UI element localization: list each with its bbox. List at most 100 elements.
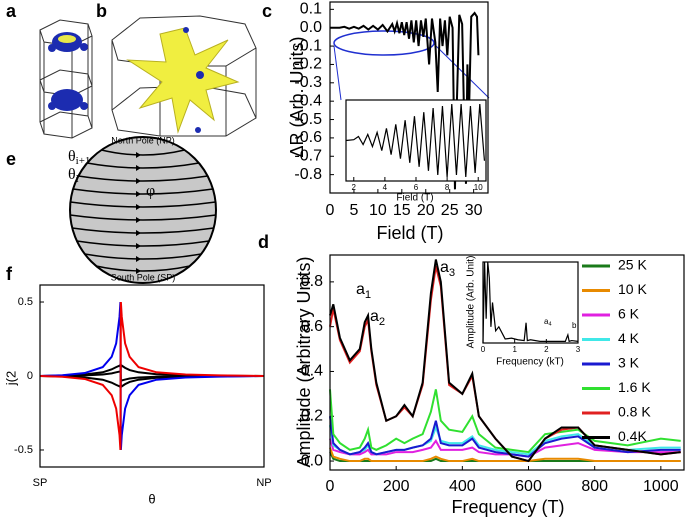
latitude-line bbox=[72, 188, 214, 195]
flow-arrow bbox=[136, 217, 141, 223]
plot-frame bbox=[482, 261, 579, 344]
peak-label: a2 bbox=[370, 308, 385, 328]
subscript: i bbox=[76, 173, 79, 185]
plot-frame bbox=[329, 1, 489, 194]
subscript: 1 bbox=[365, 289, 371, 301]
zoom-ellipse bbox=[333, 30, 435, 56]
legend-label: 6 K bbox=[618, 306, 640, 322]
flow-arrow bbox=[136, 243, 141, 249]
x-tick-label: SP bbox=[33, 477, 48, 489]
x-tick-label: 10 bbox=[369, 202, 387, 219]
latitude-line bbox=[78, 175, 208, 182]
sphere-diagram bbox=[69, 136, 217, 284]
latitude-line bbox=[101, 149, 185, 156]
subscript: 2 bbox=[379, 316, 385, 328]
y-tick-label: 0.5 bbox=[18, 296, 33, 308]
data-line bbox=[329, 438, 681, 458]
x-tick-label: 30 bbox=[465, 202, 483, 219]
data-line bbox=[329, 259, 681, 463]
plot-frame bbox=[39, 284, 265, 468]
flow-arrow bbox=[136, 256, 141, 262]
x-tick-label: 800 bbox=[581, 478, 608, 495]
y-tick-label: -0.7 bbox=[294, 147, 322, 164]
south-label: South Pole (SP) bbox=[111, 272, 176, 282]
latitude-line bbox=[70, 214, 216, 221]
x-tick-label: 3 bbox=[576, 345, 581, 354]
subscript: 3 bbox=[449, 267, 455, 279]
x-axis-title: Field (T) bbox=[377, 223, 444, 243]
theta-label: θi bbox=[68, 166, 79, 185]
y-tick-label: -0.4 bbox=[294, 92, 322, 109]
legend-label: 0.4K bbox=[618, 428, 647, 444]
latitude-line bbox=[87, 162, 199, 169]
theta-label: θi+1 bbox=[68, 148, 90, 167]
y-tick-label: 0.2 bbox=[301, 407, 323, 424]
theta: θ bbox=[68, 148, 76, 165]
data-line bbox=[329, 416, 681, 458]
x-tick-label: 10 bbox=[474, 183, 483, 192]
y-axis-title: j(2 bbox=[3, 371, 18, 386]
y-tick-label: -0.3 bbox=[294, 74, 322, 91]
data-line bbox=[329, 389, 681, 454]
latitude-line bbox=[76, 240, 210, 247]
flow-arrow bbox=[136, 191, 141, 197]
x-axis-title: θ bbox=[148, 491, 155, 506]
peak-label: a1 bbox=[356, 281, 371, 301]
y-axis-title: Amplitude (Arb. Unit) bbox=[466, 256, 477, 349]
x-tick-label: 0 bbox=[481, 345, 486, 354]
x-tick-label: 600 bbox=[515, 478, 542, 495]
y-tick-label: -0.5 bbox=[294, 111, 322, 128]
y-tick-label: -0.5 bbox=[14, 444, 33, 456]
panel-label: a bbox=[6, 1, 17, 21]
x-tick-label: 8 bbox=[445, 183, 450, 192]
data-line bbox=[329, 451, 681, 463]
peak-label: a4 bbox=[544, 317, 552, 328]
y-tick-label: -0.6 bbox=[294, 129, 322, 146]
x-tick-label: 0 bbox=[326, 478, 335, 495]
inset-background bbox=[483, 262, 578, 343]
inset-background bbox=[346, 100, 486, 181]
y-tick-label: -0.1 bbox=[294, 37, 322, 54]
flow-arrow bbox=[136, 152, 141, 158]
phi-label: φ bbox=[146, 183, 155, 200]
x-tick-label: 20 bbox=[417, 202, 435, 219]
data-line bbox=[39, 301, 265, 451]
data-line bbox=[482, 261, 579, 344]
plot-frame bbox=[345, 99, 487, 182]
latitude-line bbox=[70, 201, 216, 208]
flow-arrow bbox=[136, 230, 141, 236]
peak-label: b bbox=[572, 321, 577, 330]
legend-label: 3 K bbox=[618, 355, 640, 371]
x-tick-label: 0 bbox=[326, 202, 335, 219]
latitude-line bbox=[84, 253, 202, 260]
sphere bbox=[69, 136, 217, 284]
x-tick-label: 4 bbox=[383, 183, 388, 192]
y-tick-label: -0.8 bbox=[294, 166, 322, 183]
x-tick-label: 5 bbox=[349, 202, 358, 219]
legend-label: 4 K bbox=[618, 330, 640, 346]
legend-label: 1.6 K bbox=[618, 379, 651, 395]
legend-label: 0.8 K bbox=[618, 404, 651, 420]
zoom-line bbox=[433, 43, 490, 99]
theta: θ bbox=[68, 166, 76, 183]
y-tick-label: 0.6 bbox=[301, 318, 323, 335]
y-tick-label: 0.4 bbox=[301, 363, 323, 380]
latitude-line bbox=[72, 227, 214, 234]
x-tick-label: 2 bbox=[544, 345, 549, 354]
y-axis-title: ΔR (Arb. Units) bbox=[287, 36, 307, 157]
data-line bbox=[345, 104, 486, 177]
x-axis-title: Frequency (T) bbox=[451, 497, 564, 517]
data-line bbox=[329, 447, 681, 463]
fermi-surface-a bbox=[39, 19, 93, 139]
x-tick-label: 15 bbox=[393, 202, 411, 219]
flow-arrow bbox=[136, 165, 141, 171]
subscript: i+1 bbox=[76, 155, 91, 167]
legend-label: 25 K bbox=[618, 257, 647, 273]
x-axis-title: Frequency (kT) bbox=[496, 357, 564, 368]
x-tick-label: NP bbox=[256, 477, 271, 489]
north-label: North Pole (NP) bbox=[111, 135, 175, 145]
panel-label: c bbox=[262, 1, 272, 21]
y-tick-label: 0.0 bbox=[300, 19, 322, 36]
panel-label: b bbox=[96, 1, 107, 21]
